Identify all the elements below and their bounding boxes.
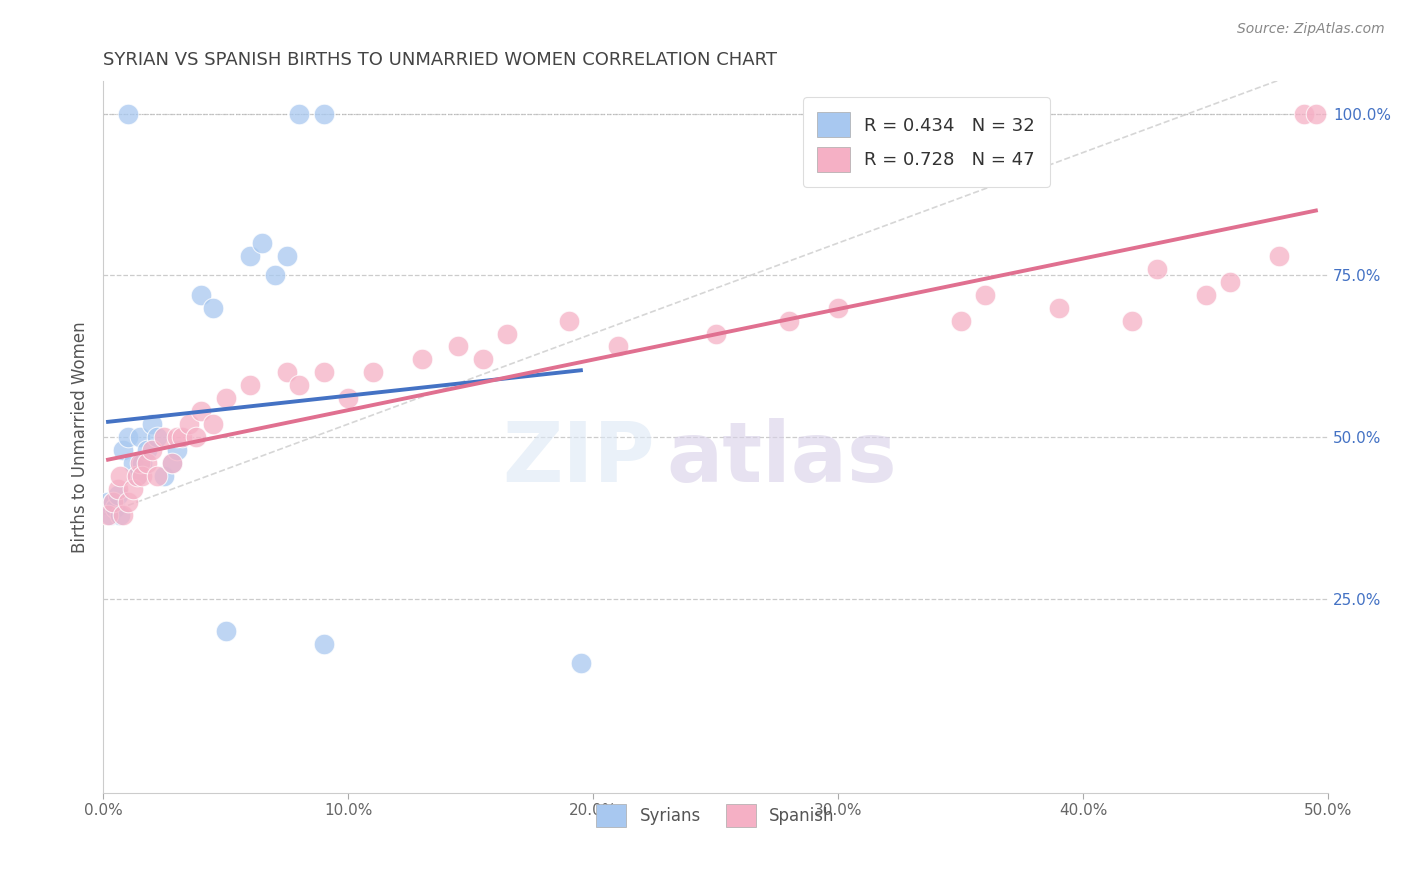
Point xyxy=(101,494,124,508)
Point xyxy=(128,456,150,470)
Point xyxy=(1292,106,1315,120)
Point xyxy=(121,456,143,470)
Point xyxy=(97,508,120,522)
Point xyxy=(569,657,592,671)
Point xyxy=(121,482,143,496)
Point xyxy=(136,456,159,470)
Point xyxy=(496,326,519,341)
Point xyxy=(263,268,285,283)
Point xyxy=(1121,313,1143,327)
Point xyxy=(131,456,153,470)
Text: atlas: atlas xyxy=(666,417,897,499)
Point xyxy=(312,637,335,651)
Point xyxy=(214,624,236,638)
Point xyxy=(361,365,384,379)
Point xyxy=(127,468,149,483)
Point xyxy=(146,468,169,483)
Point xyxy=(177,417,200,431)
Point xyxy=(1047,301,1070,315)
Point xyxy=(160,456,183,470)
Point xyxy=(166,442,188,457)
Point xyxy=(110,508,132,522)
Point xyxy=(239,249,262,263)
Point xyxy=(337,391,360,405)
Point xyxy=(312,106,335,120)
Point xyxy=(974,287,997,301)
Point xyxy=(1146,261,1168,276)
Point xyxy=(190,404,212,418)
Point xyxy=(117,430,139,444)
Point xyxy=(276,365,298,379)
Point xyxy=(117,106,139,120)
Point xyxy=(312,365,335,379)
Point xyxy=(131,468,153,483)
Point xyxy=(141,442,163,457)
Point xyxy=(778,313,800,327)
Text: SYRIAN VS SPANISH BIRTHS TO UNMARRIED WOMEN CORRELATION CHART: SYRIAN VS SPANISH BIRTHS TO UNMARRIED WO… xyxy=(103,51,778,69)
Point xyxy=(411,352,433,367)
Y-axis label: Births to Unmarried Women: Births to Unmarried Women xyxy=(72,321,89,553)
Point xyxy=(288,378,311,392)
Point xyxy=(239,378,262,392)
Point xyxy=(202,301,225,315)
Point xyxy=(186,430,208,444)
Point xyxy=(128,430,150,444)
Point xyxy=(153,468,176,483)
Point xyxy=(827,301,849,315)
Point xyxy=(100,508,122,522)
Point xyxy=(101,494,124,508)
Point xyxy=(107,482,129,496)
Point xyxy=(202,417,225,431)
Point xyxy=(153,430,176,444)
Text: ZIP: ZIP xyxy=(502,417,654,499)
Point xyxy=(447,339,470,353)
Point xyxy=(136,442,159,457)
Text: Source: ZipAtlas.com: Source: ZipAtlas.com xyxy=(1237,22,1385,37)
Point xyxy=(110,468,132,483)
Point xyxy=(606,339,628,353)
Point xyxy=(170,430,193,444)
Legend: Syrians, Spanish: Syrians, Spanish xyxy=(589,797,842,834)
Point xyxy=(252,235,274,250)
Point xyxy=(160,456,183,470)
Point xyxy=(949,313,972,327)
Point xyxy=(557,313,579,327)
Point xyxy=(141,417,163,431)
Point xyxy=(1194,287,1216,301)
Point xyxy=(276,249,298,263)
Point xyxy=(1268,249,1291,263)
Point xyxy=(190,287,212,301)
Point xyxy=(146,430,169,444)
Point xyxy=(1219,275,1241,289)
Point xyxy=(127,468,149,483)
Point xyxy=(107,488,129,502)
Point xyxy=(1305,106,1327,120)
Point xyxy=(97,494,120,508)
Point xyxy=(111,508,134,522)
Point xyxy=(166,430,188,444)
Point xyxy=(704,326,727,341)
Point xyxy=(111,442,134,457)
Point xyxy=(471,352,494,367)
Point xyxy=(117,494,139,508)
Point xyxy=(214,391,236,405)
Point xyxy=(104,501,127,516)
Point xyxy=(288,106,311,120)
